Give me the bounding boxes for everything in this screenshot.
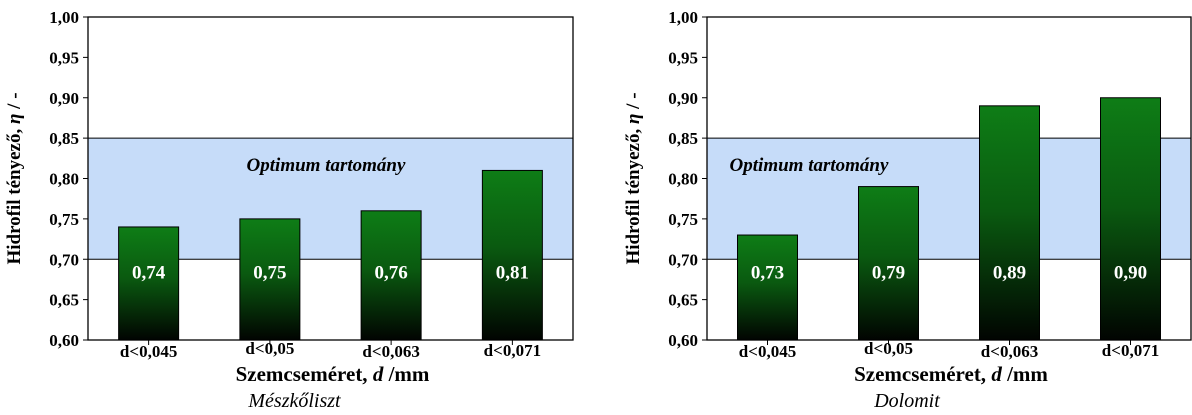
bar-d<0,05 [239, 218, 301, 341]
y-tick-label: 0,80 [668, 170, 698, 189]
y-tick-label: 0,90 [668, 89, 698, 108]
chart-panel-2: Optimum tartomány 0,73 d<0,045 0,79 d<0,05 0,… [623, 8, 1192, 412]
x-axis-title-var: d [373, 362, 384, 386]
y-tick-label: 0,60 [49, 331, 79, 350]
bar-d<0,045 [118, 226, 180, 341]
bar-d<0,071 [1100, 97, 1161, 341]
y-axis-title-var: η [4, 114, 25, 124]
y-tick-label: 0,70 [668, 250, 698, 269]
y-tick-label: 0,60 [668, 331, 698, 350]
bar-value-label: 0,90 [1114, 263, 1147, 284]
bar-value-label: 0,75 [253, 263, 286, 284]
x-tick-label: d<0,071 [484, 341, 541, 360]
x-tick-label: d<0,063 [981, 342, 1038, 361]
y-axis-title-unit: / - [4, 92, 25, 113]
bar-d<0,063 [360, 210, 422, 341]
x-axis-title-var: d [991, 362, 1002, 386]
panel-caption: Mészkőliszt [247, 390, 341, 412]
x-tick-label: d<0,045 [739, 342, 796, 361]
y-tick-label: 0,85 [49, 129, 79, 148]
y-axis-title-var: η [623, 114, 644, 124]
x-axis-title-unit: /mm [383, 362, 430, 386]
x-axis-title: Szemcseméret, d /mm [854, 362, 1048, 386]
x-axis-title-unit: /mm [1002, 362, 1049, 386]
y-tick-label: 0,85 [668, 129, 698, 148]
chart-panel-1: Optimum tartomány 0,74 d<0,045 0,75 d<0,05 0,… [4, 8, 574, 412]
y-tick-label: 1,00 [668, 8, 698, 27]
y-tick-label: 0,75 [49, 210, 79, 229]
y-tick-label: 0,65 [668, 291, 698, 310]
y-axis-title: Hidrofil tényező, η / - [623, 92, 644, 264]
bar-value-label: 0,73 [751, 263, 784, 284]
x-tick-label: d<0,05 [245, 339, 294, 358]
x-tick-label: d<0,05 [864, 339, 913, 358]
bar-d<0,045 [737, 234, 798, 341]
y-tick-label: 0,95 [49, 48, 79, 67]
optimum-label: Optimum tartomány [730, 155, 889, 176]
y-tick-label: 0,95 [668, 48, 698, 67]
y-axis-title-text: Hidrofil tényező, [623, 124, 644, 265]
y-tick-label: 1,00 [49, 8, 79, 27]
y-axis-title-unit: / - [623, 92, 644, 113]
x-axis-title-text: Szemcseméret, [854, 362, 991, 386]
y-tick-label: 0,70 [49, 250, 79, 269]
x-tick-label: d<0,045 [120, 342, 177, 361]
bar-d<0,071 [481, 169, 543, 341]
y-tick-label: 0,80 [49, 170, 79, 189]
bar-value-label: 0,74 [132, 263, 166, 284]
optimum-label: Optimum tartomány [247, 155, 406, 176]
y-tick-label: 0,90 [49, 89, 79, 108]
x-axis-title-text: Szemcseméret, [236, 362, 373, 386]
x-tick-label: d<0,063 [362, 342, 419, 361]
panel-caption: Dolomit [873, 390, 940, 412]
bar-value-label: 0,81 [496, 263, 529, 284]
y-axis-title: Hidrofil tényező, η / - [4, 92, 25, 264]
y-tick-label: 0,65 [49, 291, 79, 310]
bar-value-label: 0,79 [872, 263, 905, 284]
bar-d<0,063 [979, 105, 1040, 341]
bar-value-label: 0,76 [375, 263, 408, 284]
x-axis-title: Szemcseméret, d /mm [236, 362, 430, 386]
x-tick-label: d<0,071 [1102, 341, 1159, 360]
y-tick-label: 0,75 [668, 210, 698, 229]
bar-d<0,05 [858, 186, 919, 341]
y-axis-title-text: Hidrofil tényező, [4, 124, 25, 265]
bar-value-label: 0,89 [993, 263, 1026, 284]
